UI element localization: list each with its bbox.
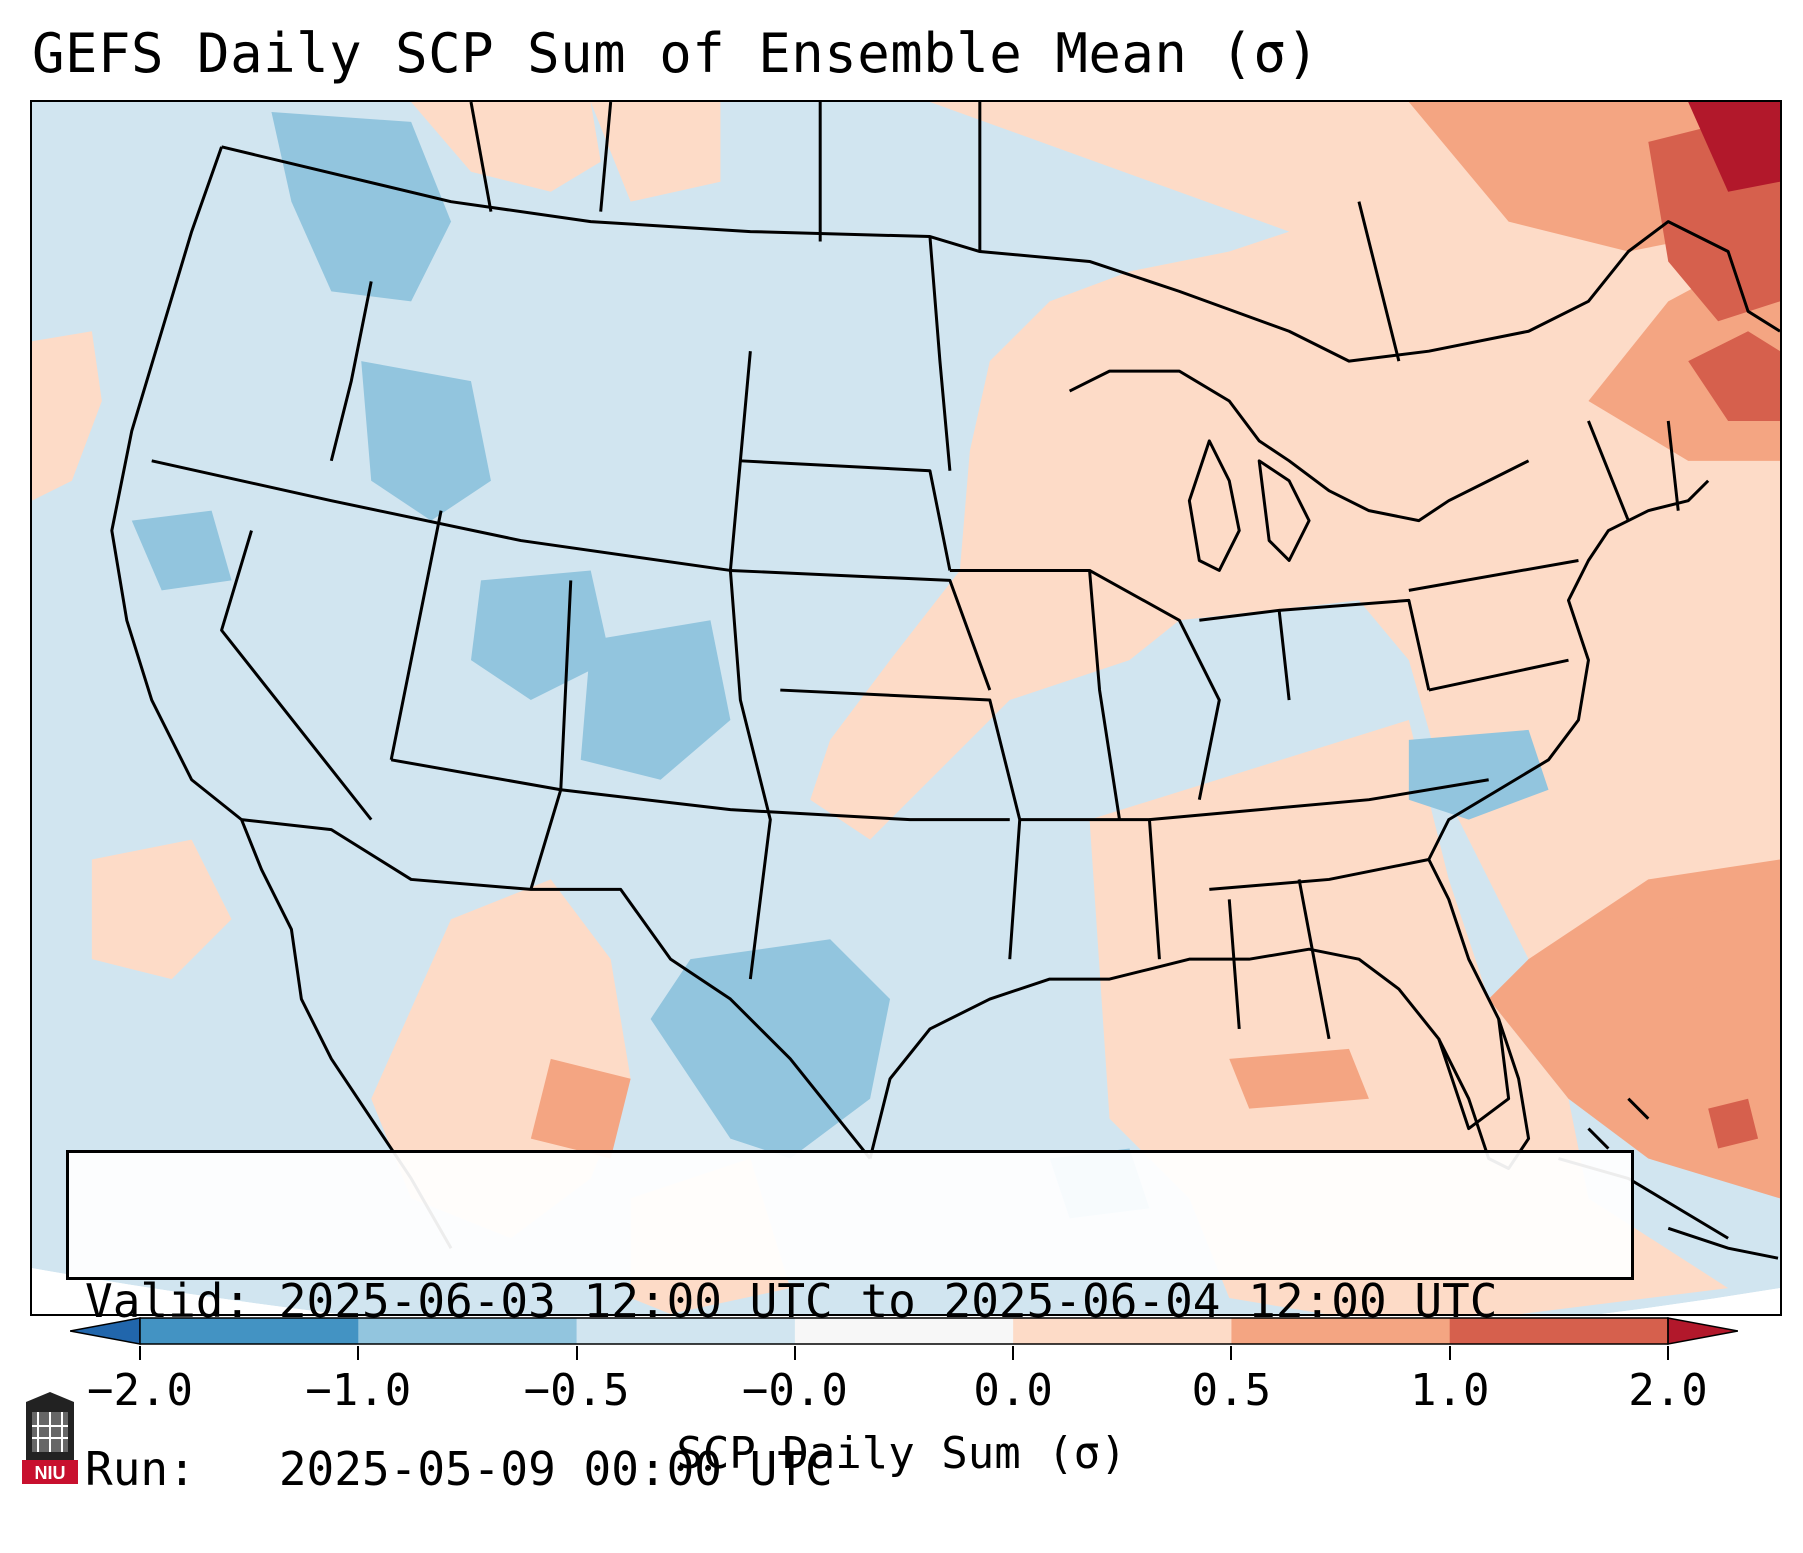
colorbar-segment (1449, 1318, 1669, 1344)
colorbar-outline (139, 1317, 1669, 1345)
niu-logo: NIU (22, 1392, 78, 1484)
colorbar-tick-label: 0.0 (973, 1365, 1053, 1416)
colorbar-tick-label: −0.0 (741, 1365, 848, 1416)
colorbar-segment (794, 1318, 1014, 1344)
niu-logo-text: NIU (35, 1463, 66, 1483)
colorbar-segment (1013, 1318, 1232, 1344)
colorbar-segment (576, 1318, 796, 1344)
political-boundaries (110, 102, 1780, 1249)
colorbar-ticks: −2.0 −1.0 −0.5 −0.0 0.0 0.5 1.0 2.0 (0, 1346, 1803, 1416)
map-title: GEFS Daily SCP Sum of Ensemble Mean (σ) (32, 22, 1320, 85)
colorbar (70, 1317, 1738, 1345)
colorbar-label: SCP Daily Sum (σ) (676, 1428, 1127, 1479)
colorbar-tick-label: 1.0 (1409, 1365, 1490, 1416)
run-time-line: Run: 2025-05-09 00:00 UTC (85, 1442, 833, 1496)
colorbar-tick-mark (1667, 1346, 1669, 1360)
colorbar-tick-mark (575, 1346, 578, 1360)
map-canvas (32, 102, 1780, 1314)
colorbar-tick-mark (1448, 1346, 1451, 1360)
positive-extreme-regions (1688, 102, 1780, 192)
colorbar-tick-label: 0.5 (1191, 1365, 1272, 1416)
colorbar-over-extension (1667, 1317, 1738, 1345)
colorbar-under-extension (70, 1317, 141, 1345)
colorbar-tick-label: −2.0 (87, 1365, 193, 1416)
colorbar-tick-label: −0.5 (523, 1365, 630, 1416)
colorbar-tick-label: −1.0 (305, 1365, 412, 1416)
validity-info-box: Valid: 2025-06-03 12:00 UTC to 2025-06-0… (66, 1150, 1634, 1496)
colorbar-tick-mark (793, 1346, 796, 1360)
colorbar-tick-mark (139, 1346, 141, 1360)
colorbar-tick-mark (357, 1346, 360, 1360)
map-panel (30, 100, 1782, 1316)
colorbar-tick-mark (1230, 1346, 1233, 1360)
colorbar-tick-label: 2.0 (1628, 1365, 1708, 1416)
negative-anomaly-regions (131, 111, 1549, 1219)
colorbar-segment (358, 1318, 578, 1344)
colorbar-tick-mark (1012, 1346, 1015, 1360)
domain-edge (32, 1268, 1780, 1314)
colorbar-segment (1231, 1318, 1451, 1344)
colorbar-segment (140, 1318, 359, 1344)
